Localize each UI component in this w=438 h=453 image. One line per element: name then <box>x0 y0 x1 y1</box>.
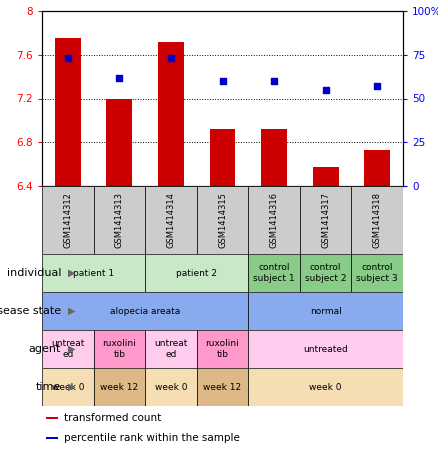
Bar <box>94 368 145 406</box>
Text: GSM1414315: GSM1414315 <box>218 192 227 248</box>
Bar <box>197 186 248 254</box>
Bar <box>46 417 58 419</box>
Bar <box>158 42 184 186</box>
Text: control
subject 1: control subject 1 <box>253 263 295 283</box>
Bar <box>351 254 403 292</box>
Text: GSM1414313: GSM1414313 <box>115 192 124 248</box>
Text: control
subject 3: control subject 3 <box>357 263 398 283</box>
Bar <box>210 129 235 186</box>
Text: ruxolini
tib: ruxolini tib <box>102 339 136 359</box>
Text: alopecia areata: alopecia areata <box>110 307 180 315</box>
Bar <box>364 150 390 186</box>
Text: disease state: disease state <box>0 306 61 316</box>
Text: GSM1414314: GSM1414314 <box>166 192 176 248</box>
Bar <box>248 292 403 330</box>
Bar <box>42 186 94 254</box>
Bar <box>106 98 132 186</box>
Text: untreated: untreated <box>303 344 348 353</box>
Text: week 0: week 0 <box>155 382 187 391</box>
Bar <box>351 186 403 254</box>
Bar <box>197 330 248 368</box>
Point <box>167 55 174 62</box>
Bar <box>94 186 145 254</box>
Bar <box>197 368 248 406</box>
Text: week 0: week 0 <box>52 382 84 391</box>
Text: control
subject 2: control subject 2 <box>305 263 346 283</box>
Text: ▶: ▶ <box>68 268 76 278</box>
Text: week 12: week 12 <box>203 382 242 391</box>
Bar <box>42 292 248 330</box>
Point <box>374 82 381 90</box>
Point <box>219 77 226 85</box>
Bar <box>42 368 94 406</box>
Bar <box>55 39 81 186</box>
Bar <box>42 330 94 368</box>
Text: ▶: ▶ <box>68 344 76 354</box>
Point <box>271 77 278 85</box>
Text: week 0: week 0 <box>309 382 342 391</box>
Text: normal: normal <box>310 307 342 315</box>
Bar <box>248 330 403 368</box>
Point <box>116 74 123 81</box>
Text: percentile rank within the sample: percentile rank within the sample <box>64 433 240 443</box>
Text: GSM1414318: GSM1414318 <box>373 192 381 248</box>
Bar <box>248 254 300 292</box>
Text: time: time <box>36 382 61 392</box>
Point <box>322 86 329 93</box>
Text: patient 1: patient 1 <box>73 269 114 278</box>
Text: ruxolini
tib: ruxolini tib <box>205 339 240 359</box>
Text: GSM1414317: GSM1414317 <box>321 192 330 248</box>
Bar <box>248 186 300 254</box>
Text: ▶: ▶ <box>68 382 76 392</box>
Bar <box>261 129 287 186</box>
Bar <box>94 330 145 368</box>
Text: GSM1414312: GSM1414312 <box>63 192 72 248</box>
Bar <box>145 254 248 292</box>
Text: transformed count: transformed count <box>64 413 161 423</box>
Bar <box>145 186 197 254</box>
Bar <box>42 254 145 292</box>
Bar <box>145 368 197 406</box>
Bar <box>248 368 403 406</box>
Point <box>64 55 71 62</box>
Bar <box>313 168 339 186</box>
Bar <box>46 437 58 439</box>
Text: week 12: week 12 <box>100 382 138 391</box>
Text: GSM1414316: GSM1414316 <box>269 192 279 248</box>
Text: ▶: ▶ <box>68 306 76 316</box>
Text: untreat
ed: untreat ed <box>154 339 187 359</box>
Text: untreat
ed: untreat ed <box>51 339 85 359</box>
Bar <box>300 254 351 292</box>
Text: individual: individual <box>7 268 61 278</box>
Bar <box>145 330 197 368</box>
Text: agent: agent <box>28 344 61 354</box>
Bar <box>300 186 351 254</box>
Text: patient 2: patient 2 <box>176 269 217 278</box>
